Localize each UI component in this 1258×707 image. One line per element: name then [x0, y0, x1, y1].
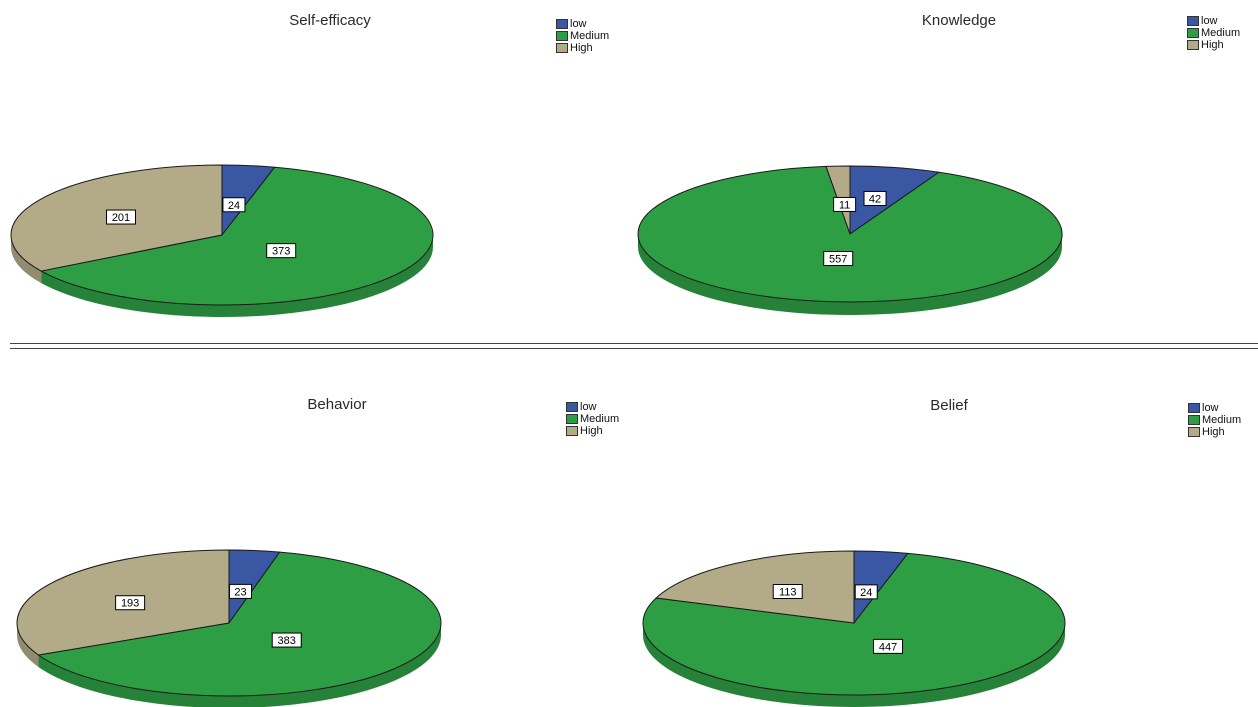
legend-swatch-high: [1188, 427, 1200, 437]
svg-text:447: 447: [879, 641, 897, 653]
chart-title: Belief: [930, 397, 968, 414]
legend-item-low: low: [556, 18, 609, 30]
legend-label-low: low: [580, 401, 597, 413]
pie-chart-svg: 42 557 11: [637, 165, 1063, 315]
chart-legend: low Medium High: [1188, 402, 1241, 438]
svg-text:11: 11: [839, 199, 850, 211]
legend-item-low: low: [1187, 15, 1240, 27]
legend-swatch-medium: [566, 414, 578, 424]
legend-swatch-high: [556, 43, 568, 53]
legend-item-high: High: [556, 42, 609, 54]
legend-label-high: High: [570, 42, 593, 54]
legend-item-medium: Medium: [1188, 414, 1241, 426]
legend-swatch-medium: [1188, 415, 1200, 425]
chart-self-efficacy: Self-efficacy low Medium High 24 373 201: [0, 0, 629, 345]
data-label-medium: 557: [823, 250, 854, 266]
legend-label-medium: Medium: [1202, 414, 1242, 426]
legend-swatch-high: [1187, 40, 1199, 50]
legend-item-high: High: [1188, 426, 1241, 438]
legend-swatch-low: [566, 402, 578, 412]
pie-chart-svg: 24 373 201: [10, 164, 434, 318]
legend-item-medium: Medium: [556, 30, 609, 42]
legend-item-medium: Medium: [1187, 27, 1240, 39]
data-label-high: 113: [772, 583, 803, 599]
legend-swatch-low: [556, 19, 568, 29]
legend-label-high: High: [1201, 39, 1224, 51]
data-label-medium: 383: [271, 632, 302, 648]
pie-slice-medium: [37, 551, 442, 697]
legend-item-high: High: [1187, 39, 1240, 51]
legend-label-high: High: [1202, 426, 1225, 438]
data-label-high: 193: [115, 595, 146, 611]
legend-label-high: High: [580, 425, 603, 437]
data-label-low: 24: [222, 197, 246, 213]
chart-knowledge: Knowledge low Medium High 42 557 11: [629, 0, 1258, 345]
chart-legend: low Medium High: [566, 401, 619, 437]
pie-slice-medium: [637, 165, 1063, 303]
pie-slice-medium: [642, 552, 1066, 696]
panel-divider: [10, 343, 1258, 349]
chart-legend: low Medium High: [1187, 15, 1240, 51]
legend-label-medium: Medium: [580, 413, 620, 425]
chart-behavior: Behavior low Medium High 23 383 193: [0, 353, 629, 707]
legend-item-medium: Medium: [566, 413, 619, 425]
legend-swatch-low: [1187, 16, 1199, 26]
svg-text:201: 201: [112, 212, 130, 224]
svg-text:24: 24: [860, 587, 872, 599]
pie-chart-svg: 24 447 113: [642, 550, 1066, 707]
svg-text:24: 24: [228, 200, 240, 212]
chart-title: Self-efficacy: [289, 12, 371, 29]
pie-side-high: [11, 235, 42, 284]
data-label-medium: 447: [873, 638, 904, 654]
legend-label-low: low: [1201, 15, 1218, 27]
legend-swatch-medium: [1187, 28, 1199, 38]
pie-slice-high: [655, 550, 855, 624]
chart-belief: Belief low Medium High 24 447 113: [629, 353, 1258, 707]
svg-text:42: 42: [869, 193, 881, 205]
chart-title: Behavior: [307, 396, 367, 413]
svg-text:23: 23: [234, 586, 246, 598]
data-label-medium: 373: [266, 243, 297, 259]
legend-label-medium: Medium: [570, 30, 610, 42]
data-label-low: 42: [863, 190, 887, 206]
svg-text:113: 113: [779, 586, 797, 598]
chart-title: Knowledge: [921, 12, 997, 29]
legend-label-low: low: [1202, 402, 1219, 414]
data-label-high: 201: [105, 209, 136, 225]
data-label-high: 11: [833, 196, 857, 212]
legend-item-low: low: [566, 401, 619, 413]
svg-text:383: 383: [278, 635, 296, 647]
legend-label-low: low: [570, 18, 587, 30]
pie-chart-svg: 23 383 193: [16, 549, 442, 707]
legend-item-high: High: [566, 425, 619, 437]
data-label-low: 23: [228, 583, 252, 599]
legend-label-medium: Medium: [1201, 27, 1241, 39]
pie-side-high: [17, 623, 39, 667]
pie-side-medium: [643, 623, 1065, 707]
legend-item-low: low: [1188, 402, 1241, 414]
pie-side-medium: [41, 235, 434, 318]
pie-slice-medium: [39, 166, 434, 306]
svg-text:193: 193: [121, 598, 139, 610]
legend-swatch-low: [1188, 403, 1200, 413]
data-label-low: 24: [854, 584, 878, 600]
svg-text:373: 373: [272, 246, 290, 258]
pie-side-medium: [38, 623, 441, 707]
pie-side-medium: [638, 234, 1062, 315]
svg-text:557: 557: [829, 253, 847, 265]
legend-swatch-high: [566, 426, 578, 436]
chart-legend: low Medium High: [556, 18, 609, 54]
legend-swatch-medium: [556, 31, 568, 41]
